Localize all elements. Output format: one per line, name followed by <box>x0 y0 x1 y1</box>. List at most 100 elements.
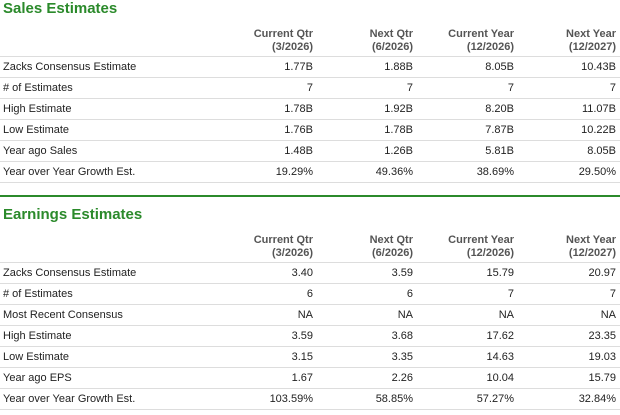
column-header-line: Next Qtr <box>369 234 413 246</box>
table-row: Zacks Consensus Estimate 1.77B 1.88B 8.05B 1… <box>0 56 620 78</box>
column-header-period: (6/2026) <box>372 41 413 53</box>
earnings-estimates-section: Earnings Estimates Current Qtr (3/2026) … <box>0 197 620 410</box>
cell-current-qtr: 1.67 <box>218 367 317 389</box>
cell-next-year: 8.05B <box>518 140 620 162</box>
cell-next-year: 11.07B <box>518 98 620 120</box>
table-row: Year ago Sales 1.48B 1.26B 5.81B 8.05B <box>0 140 620 162</box>
row-label: Low Estimate <box>0 119 218 141</box>
cell-next-year: 10.22B <box>518 119 620 141</box>
cell-current-qtr: NA <box>218 304 317 326</box>
column-header-line: Next Year <box>566 234 616 246</box>
cell-next-year: 7 <box>518 77 620 99</box>
cell-next-year: 7 <box>518 283 620 305</box>
table-header-row: Current Qtr (3/2026) Next Qtr (6/2026) C… <box>0 20 620 57</box>
cell-next-qtr: 7 <box>317 77 417 99</box>
cell-current-qtr: 103.59% <box>218 388 317 410</box>
table-header-row: Current Qtr (3/2026) Next Qtr (6/2026) C… <box>0 226 620 263</box>
cell-next-qtr: 1.88B <box>317 56 417 78</box>
table-row: # of Estimates 7 7 7 7 <box>0 77 620 99</box>
cell-current-year: 38.69% <box>417 161 518 183</box>
cell-next-year: 20.97 <box>518 262 620 284</box>
column-header-current-year: Current Year (12/2026) <box>417 226 518 263</box>
column-header-label <box>0 226 218 263</box>
table-row: # of Estimates 6 6 7 7 <box>0 283 620 305</box>
column-header-line: Current Year <box>448 234 514 246</box>
row-label: Year ago Sales <box>0 140 218 162</box>
row-label: High Estimate <box>0 98 218 120</box>
cell-current-qtr: 3.59 <box>218 325 317 347</box>
column-header-line: Next Year <box>566 28 616 40</box>
row-label: Most Recent Consensus <box>0 304 218 326</box>
cell-current-year: 15.79 <box>417 262 518 284</box>
table-row: Year over Year Growth Est. 19.29% 49.36% 38… <box>0 161 620 183</box>
column-header-next-year: Next Year (12/2027) <box>518 226 620 263</box>
column-header-period: (12/2026) <box>466 41 514 53</box>
table-row: High Estimate 3.59 3.68 17.62 23.35 <box>0 325 620 347</box>
row-label: Year over Year Growth Est. <box>0 388 218 410</box>
column-header-next-qtr: Next Qtr (6/2026) <box>317 20 417 57</box>
row-label: Zacks Consensus Estimate <box>0 56 218 78</box>
column-header-period: (6/2026) <box>372 247 413 259</box>
cell-next-qtr: 3.35 <box>317 346 417 368</box>
row-label: Year ago EPS <box>0 367 218 389</box>
cell-next-qtr: 3.59 <box>317 262 417 284</box>
row-label: Zacks Consensus Estimate <box>0 262 218 284</box>
column-header-current-year: Current Year (12/2026) <box>417 20 518 57</box>
cell-current-qtr: 1.78B <box>218 98 317 120</box>
earnings-estimates-table: Current Qtr (3/2026) Next Qtr (6/2026) C… <box>0 226 620 410</box>
column-header-next-qtr: Next Qtr (6/2026) <box>317 226 417 263</box>
column-header-period: (3/2026) <box>272 41 313 53</box>
table-row: Year ago EPS 1.67 2.26 10.04 15.79 <box>0 367 620 389</box>
table-row: Low Estimate 3.15 3.35 14.63 19.03 <box>0 346 620 368</box>
cell-current-year: NA <box>417 304 518 326</box>
cell-next-qtr: 3.68 <box>317 325 417 347</box>
sales-estimates-table: Current Qtr (3/2026) Next Qtr (6/2026) C… <box>0 20 620 183</box>
column-header-next-year: Next Year (12/2027) <box>518 20 620 57</box>
sales-estimates-section: Sales Estimates Current Qtr (3/2026) Nex… <box>0 0 620 195</box>
row-label: # of Estimates <box>0 77 218 99</box>
row-label: Low Estimate <box>0 346 218 368</box>
cell-current-year: 7 <box>417 77 518 99</box>
cell-current-qtr: 3.40 <box>218 262 317 284</box>
column-header-line: Next Qtr <box>369 28 413 40</box>
column-header-line: Current Qtr <box>253 28 313 40</box>
cell-next-year: 32.84% <box>518 388 620 410</box>
cell-current-qtr: 6 <box>218 283 317 305</box>
column-header-current-qtr: Current Qtr (3/2026) <box>218 226 317 263</box>
cell-next-year: 10.43B <box>518 56 620 78</box>
cell-next-qtr: NA <box>317 304 417 326</box>
cell-current-year: 7 <box>417 283 518 305</box>
cell-current-qtr: 1.76B <box>218 119 317 141</box>
sales-estimates-title: Sales Estimates <box>3 0 118 17</box>
cell-current-qtr: 7 <box>218 77 317 99</box>
column-header-period: (3/2026) <box>272 247 313 259</box>
cell-next-qtr: 2.26 <box>317 367 417 389</box>
column-header-period: (12/2027) <box>568 247 616 259</box>
column-header-line: Current Year <box>448 28 514 40</box>
cell-current-qtr: 1.77B <box>218 56 317 78</box>
earnings-estimates-title: Earnings Estimates <box>3 206 143 223</box>
row-label: High Estimate <box>0 325 218 347</box>
cell-next-qtr: 1.78B <box>317 119 417 141</box>
row-label: Year over Year Growth Est. <box>0 161 218 183</box>
row-label: # of Estimates <box>0 283 218 305</box>
cell-next-year: 15.79 <box>518 367 620 389</box>
cell-current-year: 8.20B <box>417 98 518 120</box>
cell-next-qtr: 58.85% <box>317 388 417 410</box>
cell-current-qtr: 1.48B <box>218 140 317 162</box>
cell-current-year: 8.05B <box>417 56 518 78</box>
column-header-line: Current Qtr <box>253 234 313 246</box>
cell-current-qtr: 3.15 <box>218 346 317 368</box>
cell-current-year: 10.04 <box>417 367 518 389</box>
section-divider <box>0 195 620 197</box>
cell-next-year: 29.50% <box>518 161 620 183</box>
column-header-period: (12/2027) <box>568 41 616 53</box>
table-row: High Estimate 1.78B 1.92B 8.20B 11.07B <box>0 98 620 120</box>
column-header-label <box>0 20 218 57</box>
column-header-period: (12/2026) <box>466 247 514 259</box>
cell-current-year: 7.87B <box>417 119 518 141</box>
cell-next-qtr: 49.36% <box>317 161 417 183</box>
cell-current-year: 5.81B <box>417 140 518 162</box>
table-row: Year over Year Growth Est. 103.59% 58.85% 5… <box>0 388 620 410</box>
cell-next-qtr: 1.92B <box>317 98 417 120</box>
